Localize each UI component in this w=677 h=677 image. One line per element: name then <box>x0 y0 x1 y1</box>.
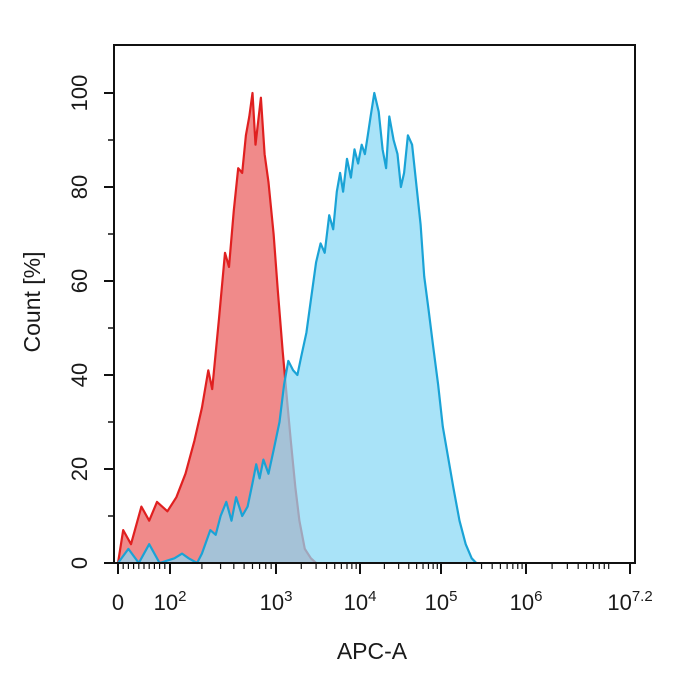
y-tick-label: 60 <box>67 269 92 293</box>
x-tick-label: 102 <box>154 588 187 615</box>
y-tick-label: 0 <box>67 557 92 569</box>
series-2-line <box>117 91 478 565</box>
y-tick-label: 80 <box>67 175 92 199</box>
y-axis: 0 20 40 60 80 100 <box>67 75 114 569</box>
y-tick-label: 20 <box>67 457 92 481</box>
y-tick-label: 40 <box>67 363 92 387</box>
x-axis-title: APC-A <box>337 638 408 664</box>
series-2 <box>117 91 478 565</box>
x-axis: 0 102 103 104 105 106 107.2 <box>112 563 653 615</box>
plot-frame <box>113 44 636 564</box>
x-tick-label: 107.2 <box>607 588 652 615</box>
x-tick-label: 0 <box>112 590 124 615</box>
series-2-area <box>118 93 477 563</box>
series-layer <box>116 91 478 565</box>
x-tick-label: 105 <box>425 588 458 615</box>
y-tick-label: 100 <box>67 75 92 112</box>
x-tick-label: 103 <box>260 588 293 615</box>
x-tick-label: 106 <box>510 588 543 615</box>
series-1-area <box>118 93 317 563</box>
x-tick-label: 104 <box>344 588 377 615</box>
y-axis-title: Count [%] <box>19 252 45 353</box>
